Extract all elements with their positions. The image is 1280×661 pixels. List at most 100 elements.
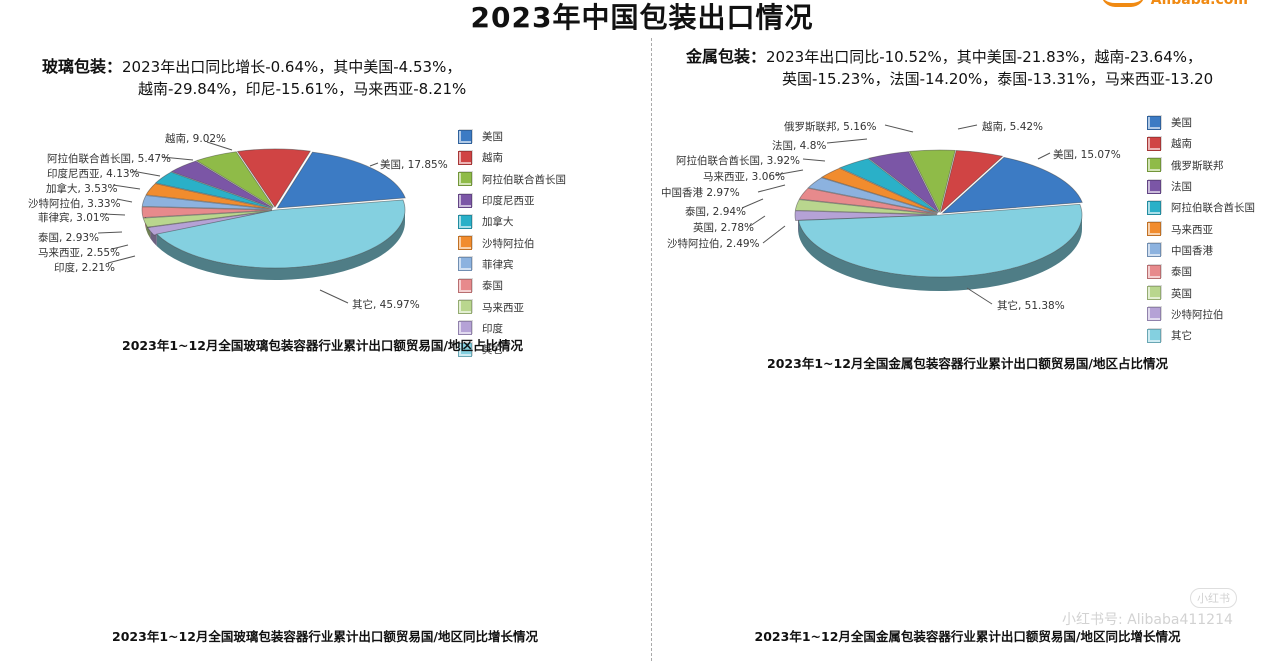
pie-slice-label: 马来西亚, 3.06% — [703, 171, 786, 183]
legend-swatch-icon — [458, 193, 472, 208]
pie-slice-label: 印度, 2.21% — [54, 262, 116, 274]
legend-item: 马来西亚 — [1147, 218, 1255, 239]
legend-swatch-icon — [1147, 158, 1161, 173]
pie-slice-label: 美国, 17.85% — [380, 159, 448, 171]
legend-swatch-icon — [458, 214, 472, 229]
legend-swatch-icon — [1147, 264, 1161, 279]
pie-slice-label: 法国, 4.8% — [772, 140, 827, 152]
watermark-text: 小红书号: Alibaba411214 — [1062, 612, 1233, 628]
logo-text: Alibaba.com — [1150, 0, 1248, 8]
pie-slice-label: 菲律宾, 3.01% — [38, 212, 110, 224]
legend-swatch-icon — [1147, 200, 1161, 215]
legend-swatch-icon — [458, 321, 472, 336]
glass-summary-line1: 2023年出口同比增长-0.64%，其中美国-4.53%， — [122, 58, 462, 76]
metal-summary-label: 金属包装： — [686, 47, 767, 66]
legend-swatch-icon — [458, 300, 472, 315]
legend-label: 俄罗斯联邦 — [1171, 159, 1224, 172]
metal-pie-chart: 美国, 15.07% 越南, 5.42% 俄罗斯联邦, 5.16% 法国, 4.8% 阿… — [655, 108, 1280, 343]
legend-swatch-icon — [1147, 179, 1161, 194]
legend-label: 马来西亚 — [482, 301, 524, 314]
legend-swatch-icon — [458, 342, 472, 357]
pie-slice-label: 马来西亚, 2.55% — [38, 247, 121, 259]
pie-slice-label: 俄罗斯联邦, 5.16% — [784, 121, 877, 133]
pie-slice-label: 泰国, 2.93% — [38, 232, 100, 244]
legend-label: 马来西亚 — [1171, 223, 1213, 236]
pie-slice-label: 英国, 2.78% — [693, 222, 755, 234]
legend-swatch-icon — [1147, 286, 1161, 301]
legend-swatch-icon — [458, 172, 472, 187]
legend-label: 阿拉伯联合酋长国 — [482, 173, 566, 186]
alibaba-logo: Alibaba.com — [1100, 0, 1248, 8]
glass-pie-chart: 美国, 17.85% 越南, 9.02% 阿拉伯联合酋长国, 5.47% 印度尼西亚,… — [0, 110, 640, 357]
pie-slice-label: 美国, 15.07% — [1053, 149, 1121, 161]
legend-swatch-icon — [1147, 328, 1161, 343]
metal-summary-line2: 英国-15.23%，法国-14.20%，泰国-13.31%，马来西亚-13.20 — [782, 70, 1214, 88]
legend-swatch-icon — [1147, 243, 1161, 258]
glass-bar-caption: 2023年1~12月全国玻璃包装容器行业累计出口额贸易国/地区同比增长情况 — [112, 629, 538, 644]
pie-slice-label: 阿拉伯联合酋长国, 3.92% — [676, 155, 801, 167]
page-title: 2023年中国包装出口情况 — [470, 1, 814, 34]
pie-slice-label: 印度尼西亚, 4.13% — [47, 168, 140, 180]
legend-swatch-icon — [458, 278, 472, 293]
pie-slice-label: 越南, 9.02% — [165, 133, 227, 145]
legend-item: 菲律宾 — [458, 254, 566, 275]
legend-item: 沙特阿拉伯 — [458, 232, 566, 253]
pie-slice-label: 其它, 51.38% — [997, 300, 1065, 312]
legend-swatch-icon — [458, 257, 472, 272]
legend-item: 美国 — [458, 126, 566, 147]
legend-item: 英国 — [1147, 282, 1255, 303]
legend-label: 其它 — [1171, 330, 1192, 343]
glass-pie-caption: 2023年1~12月全国玻璃包装容器行业累计出口额贸易国/地区占比情况 — [122, 338, 523, 353]
legend-swatch-icon — [458, 236, 472, 251]
legend-item: 其它 — [1147, 325, 1255, 346]
metal-summary: 金属包装：2023年出口同比-10.52%，其中美国-21.83%，越南-23.… — [686, 46, 1213, 90]
glass-summary: 玻璃包装：2023年出口同比增长-0.64%，其中美国-4.53%， 越南-29… — [42, 56, 466, 100]
legend-item: 越南 — [458, 147, 566, 168]
legend-label: 其它 — [482, 344, 503, 357]
pie-slice-label: 泰国, 2.94% — [685, 206, 747, 218]
legend-item: 沙特阿拉伯 — [1147, 304, 1255, 325]
legend-label: 越南 — [482, 152, 503, 165]
legend-item: 美国 — [1147, 112, 1255, 133]
legend-item: 越南 — [1147, 133, 1255, 154]
legend-label: 沙特阿拉伯 — [482, 237, 535, 250]
pie-slice-label: 阿拉伯联合酋长国, 5.47% — [47, 153, 172, 165]
legend-item: 法国 — [1147, 176, 1255, 197]
pie-slice-label: 沙特阿拉伯, 3.33% — [28, 198, 121, 210]
legend-item: 泰国 — [458, 275, 566, 296]
legend-label: 美国 — [482, 131, 503, 144]
pie-legend: 美国越南俄罗斯联邦法国阿拉伯联合酋长国 马来西亚中国香港泰国英国 沙特阿拉伯其它 — [1147, 112, 1255, 346]
legend-item: 阿拉伯联合酋长国 — [1147, 197, 1255, 218]
metal-pie-caption: 2023年1~12月全国金属包装容器行业累计出口额贸易国/地区占比情况 — [767, 356, 1168, 371]
legend-item: 泰国 — [1147, 261, 1255, 282]
legend-label: 越南 — [1171, 138, 1192, 151]
pie-slice-label: 中国香港 2.97% — [661, 187, 740, 199]
pie-slice-label: 加拿大, 3.53% — [46, 183, 118, 195]
watermark-badge: 小红书 — [1190, 588, 1237, 608]
legend-swatch-icon — [1147, 136, 1161, 151]
legend-label: 法国 — [1171, 181, 1192, 194]
legend-label: 印度尼西亚 — [482, 195, 535, 208]
legend-label: 美国 — [1171, 117, 1192, 130]
legend-swatch-icon — [458, 129, 472, 144]
legend-label: 菲律宾 — [482, 258, 514, 271]
legend-swatch-icon — [458, 150, 472, 165]
column-divider — [651, 38, 652, 661]
legend-label: 泰国 — [1171, 266, 1192, 279]
legend-item: 马来西亚 — [458, 296, 566, 317]
legend-item: 阿拉伯联合酋长国 — [458, 169, 566, 190]
legend-item: 俄罗斯联邦 — [1147, 155, 1255, 176]
legend-item: 加拿大 — [458, 211, 566, 232]
legend-item: 印度 — [458, 318, 566, 339]
glass-summary-line2: 越南-29.84%，印尼-15.61%，马来西亚-8.21% — [138, 80, 467, 98]
metal-bar-caption: 2023年1~12月全国金属包装容器行业累计出口额贸易国/地区同比增长情况 — [754, 629, 1181, 644]
legend-item: 中国香港 — [1147, 240, 1255, 261]
legend-label: 印度 — [482, 322, 503, 335]
legend-item: 印度尼西亚 — [458, 190, 566, 211]
pie-slice-label: 沙特阿拉伯, 2.49% — [667, 238, 760, 250]
pie-slice-label: 其它, 45.97% — [352, 299, 420, 311]
legend-label: 泰国 — [482, 280, 503, 293]
legend-label: 阿拉伯联合酋长国 — [1171, 202, 1255, 215]
legend-label: 加拿大 — [482, 216, 514, 229]
metal-summary-line1: 2023年出口同比-10.52%，其中美国-21.83%，越南-23.64%， — [766, 48, 1203, 66]
